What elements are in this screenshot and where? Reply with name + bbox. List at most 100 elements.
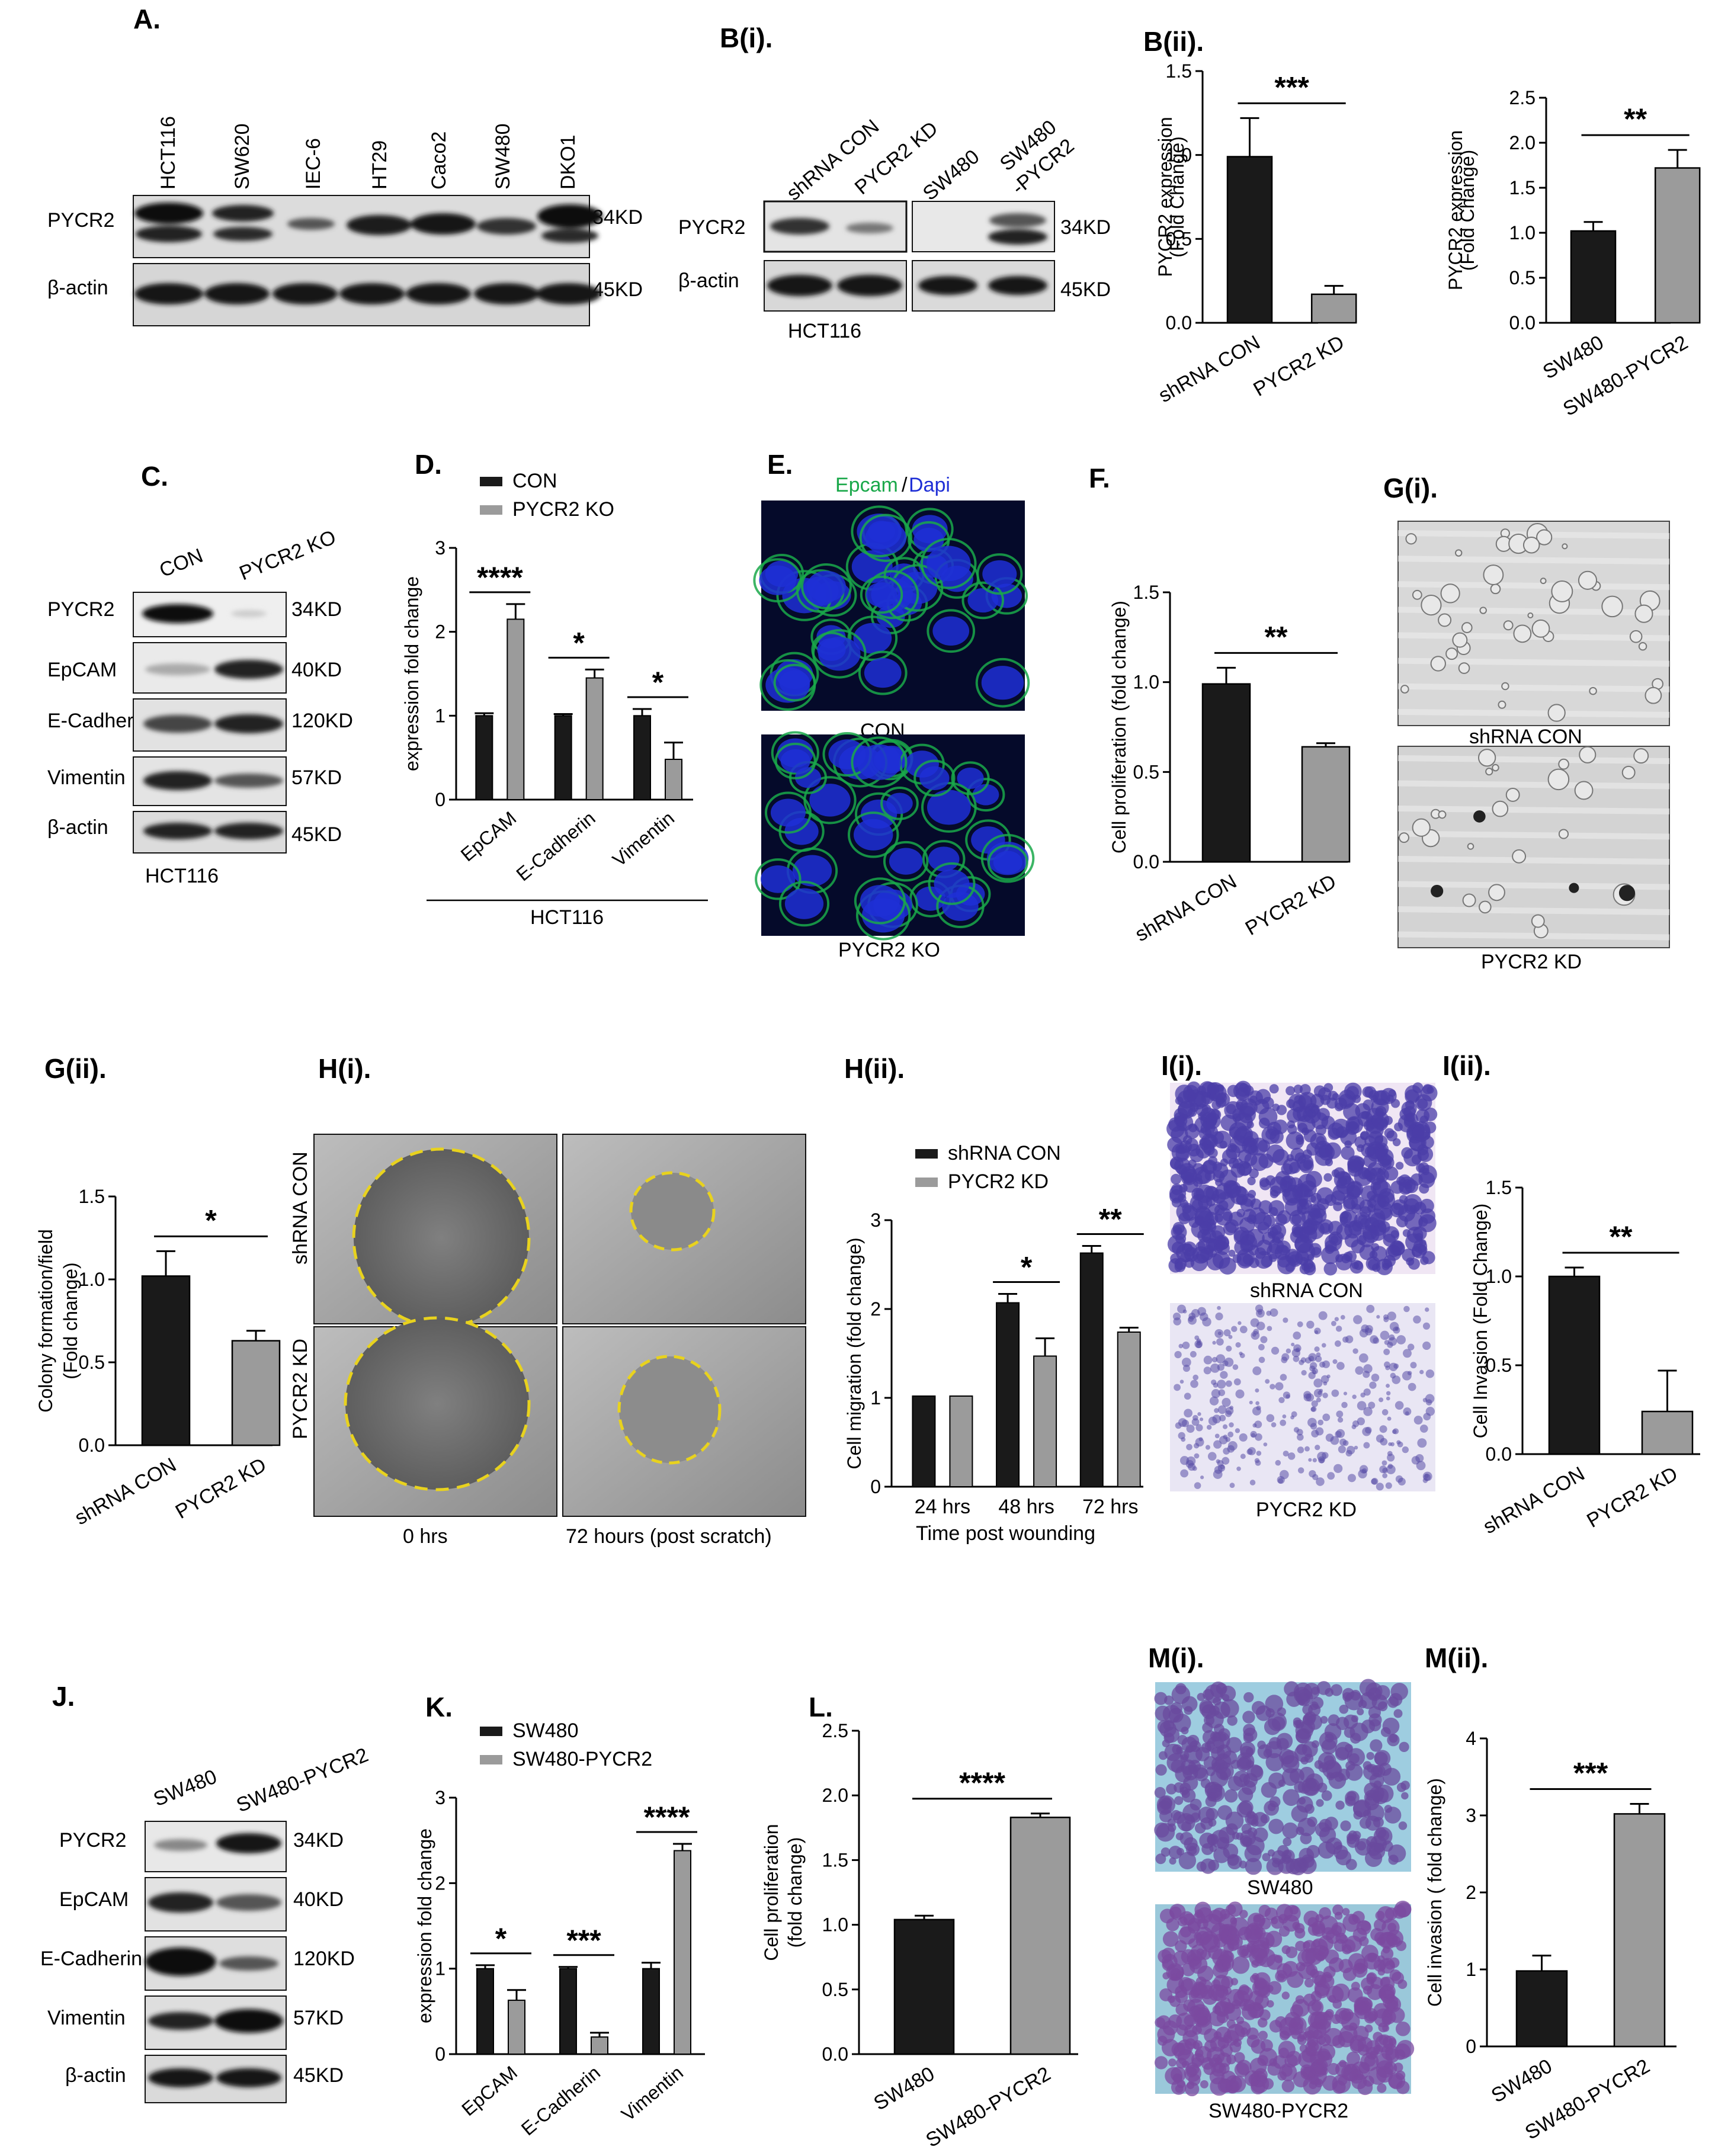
blot-kd-label: 40KD bbox=[293, 1888, 344, 1911]
colony bbox=[1412, 818, 1431, 837]
invading-cell bbox=[1397, 1979, 1408, 1989]
invading-cell bbox=[1332, 1904, 1344, 1916]
invading-cell bbox=[1393, 1428, 1399, 1435]
invading-cell bbox=[1283, 1317, 1288, 1323]
invading-cell bbox=[1393, 1326, 1400, 1334]
y-tick-label: 1 bbox=[435, 1958, 445, 1979]
y-tick-label: 2.5 bbox=[1509, 87, 1536, 108]
cell-nucleus bbox=[761, 865, 796, 893]
invading-cell bbox=[1184, 1706, 1193, 1715]
invading-cell bbox=[1267, 1326, 1272, 1332]
invading-cell bbox=[1280, 1245, 1288, 1253]
lane-label: DKO1 bbox=[557, 134, 579, 190]
invading-cell bbox=[1424, 1474, 1431, 1481]
invading-cell bbox=[1389, 1202, 1405, 1218]
invading-cell bbox=[1275, 1459, 1281, 1466]
invading-cell bbox=[1184, 1745, 1203, 1764]
scratch-col-label: 72 hours (post scratch) bbox=[566, 1525, 772, 1548]
colony bbox=[1458, 662, 1470, 674]
invading-cell bbox=[1413, 1416, 1423, 1425]
cell-membrane bbox=[764, 791, 812, 834]
invading-cell bbox=[1293, 1717, 1302, 1726]
significance-label: *** bbox=[1274, 70, 1309, 104]
invading-cell bbox=[1321, 1115, 1335, 1130]
invading-cell bbox=[1296, 1796, 1313, 1813]
colony bbox=[1601, 595, 1623, 618]
cell-nucleus bbox=[864, 657, 902, 688]
y-tick-label: 0.5 bbox=[822, 1979, 848, 2000]
cell-membrane bbox=[927, 609, 976, 653]
panel-label-L: L. bbox=[809, 1692, 833, 1722]
invading-cell bbox=[1340, 1820, 1351, 1831]
panel-label-K: K. bbox=[425, 1692, 453, 1722]
invading-cell bbox=[1282, 1914, 1300, 1932]
colony bbox=[1531, 914, 1545, 928]
invading-cell bbox=[1399, 1741, 1409, 1752]
invading-cell bbox=[1295, 1940, 1306, 1952]
stripe bbox=[1397, 906, 1670, 915]
invading-cell bbox=[1301, 1370, 1307, 1376]
invading-cell bbox=[1189, 2005, 1201, 2017]
invading-cell bbox=[1220, 1950, 1233, 1964]
invading-cell bbox=[1311, 2001, 1322, 2012]
invading-cell bbox=[1184, 2014, 1196, 2027]
invading-cell bbox=[1259, 1179, 1271, 1191]
cell-nucleus bbox=[853, 819, 893, 851]
invading-cell bbox=[1355, 1103, 1371, 1119]
invading-cell bbox=[1249, 1400, 1253, 1405]
invading-cell bbox=[1164, 1743, 1182, 1762]
invading-cell bbox=[1283, 1451, 1289, 1457]
colony bbox=[1501, 682, 1509, 691]
invading-cell bbox=[1418, 1217, 1428, 1227]
blot-J: SW480 SW480-PYCR2 PYCR2 EpCAM E-Cadherin… bbox=[40, 1744, 371, 2103]
invading-cell bbox=[1283, 1789, 1300, 1806]
cell-nucleus bbox=[865, 582, 897, 607]
invading-cell bbox=[1303, 1391, 1312, 1399]
invading-cell bbox=[1267, 1954, 1283, 1970]
invading-cell bbox=[1340, 1315, 1345, 1320]
invading-cell bbox=[1374, 1135, 1388, 1148]
colony bbox=[1633, 748, 1649, 764]
invading-cell bbox=[1217, 1332, 1222, 1336]
legend-label: SW480 bbox=[512, 1719, 579, 1742]
invading-cell bbox=[1334, 1340, 1341, 1347]
y-tick-label: 0.0 bbox=[822, 2043, 848, 2065]
colony bbox=[1578, 570, 1598, 590]
dark-colony bbox=[1569, 883, 1579, 893]
invading-cell bbox=[1286, 1394, 1290, 1399]
invading-cell bbox=[1218, 1389, 1226, 1397]
x-tick-label: 48 hrs bbox=[998, 1496, 1054, 1518]
invading-cell bbox=[1316, 1799, 1324, 1807]
invading-cell bbox=[1258, 2017, 1268, 2028]
invading-cell bbox=[1339, 1211, 1352, 1224]
y-axis-label: Cell proliferation (fold change) bbox=[1108, 601, 1130, 854]
invading-cell bbox=[1357, 1235, 1367, 1245]
stripe bbox=[1397, 581, 1670, 591]
invading-cell bbox=[1366, 1751, 1374, 1760]
invading-cell bbox=[1190, 1350, 1197, 1358]
significance-label: ** bbox=[1624, 102, 1647, 136]
invading-cell bbox=[1339, 2059, 1347, 2068]
blot-kd-label: 57KD bbox=[293, 2007, 344, 2029]
invading-cell bbox=[1175, 1832, 1184, 1840]
invading-cell bbox=[1222, 1424, 1228, 1429]
invading-cell bbox=[1203, 2062, 1216, 2075]
invading-cell bbox=[1258, 1107, 1278, 1127]
invading-cell bbox=[1315, 1822, 1331, 1837]
y-tick-label: 3 bbox=[435, 537, 445, 559]
invading-cell bbox=[1381, 1159, 1392, 1169]
stripe bbox=[1397, 856, 1670, 865]
invading-cell bbox=[1336, 1362, 1345, 1370]
invading-cell bbox=[1387, 1311, 1396, 1321]
invading-cell bbox=[1186, 1424, 1195, 1433]
invading-cell bbox=[1370, 1739, 1383, 1752]
invading-cell bbox=[1194, 1823, 1206, 1834]
invading-cell bbox=[1315, 1148, 1333, 1166]
invading-cell bbox=[1217, 1837, 1230, 1850]
invading-cell bbox=[1368, 1401, 1376, 1409]
invasion-cells-pycr2 bbox=[1154, 1900, 1415, 2097]
invading-cell bbox=[1370, 1786, 1384, 1801]
invading-cell bbox=[1202, 1722, 1213, 1733]
invading-cell bbox=[1211, 1389, 1221, 1398]
